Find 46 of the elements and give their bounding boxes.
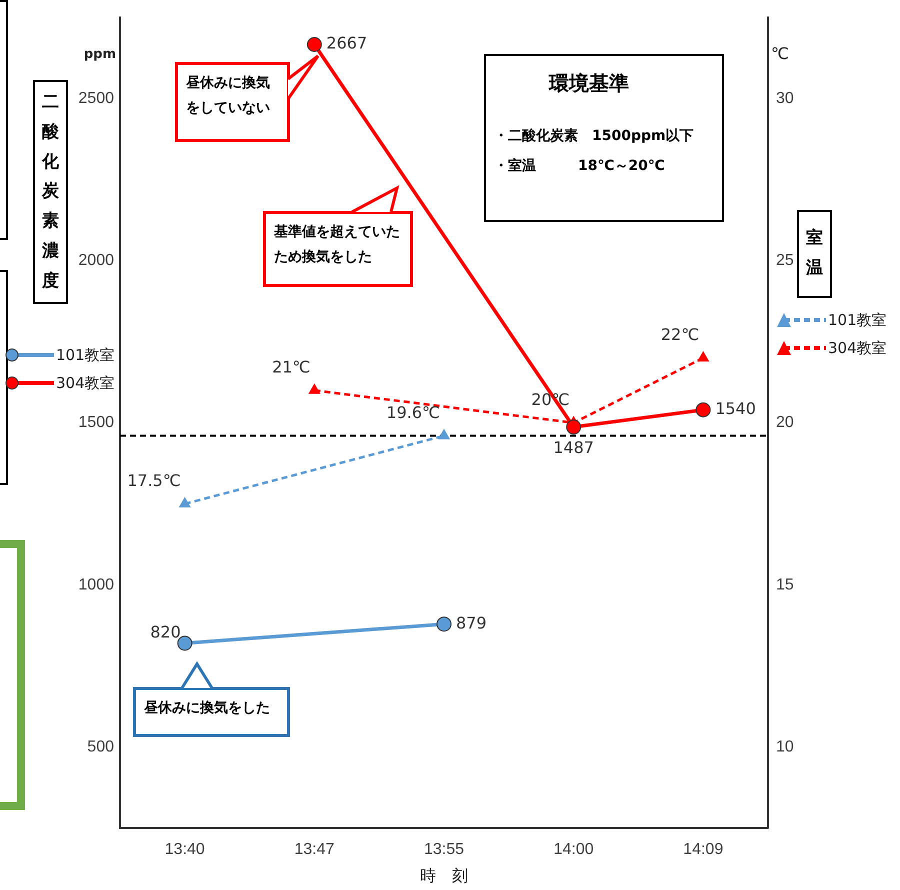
legend-label: 101教室: [828, 310, 887, 330]
legend-label: 101教室: [56, 346, 115, 364]
annotation: ・二酸化炭素 1500ppm以下: [494, 127, 695, 145]
point: [696, 402, 711, 418]
annotation: 昼休みに換気をした: [133, 687, 290, 737]
point: [308, 383, 320, 394]
annotation: 基準値を超えていたため換気をした: [263, 211, 413, 287]
data-label: 879: [456, 613, 487, 632]
y2-tick-label: 20: [776, 414, 794, 432]
y2-tick-label: 30: [776, 90, 794, 108]
y2-axis-title: 室温: [797, 210, 832, 298]
y-tick-label: 1000: [78, 576, 114, 594]
data-label: 17.5℃: [127, 470, 181, 490]
y-tick-label: 2000: [78, 252, 114, 270]
point: [566, 420, 582, 435]
text: ppm: [84, 47, 116, 62]
y-tick-label: 500: [87, 738, 114, 756]
point: [306, 37, 322, 52]
data-label: 1487: [553, 438, 594, 458]
y2-tick-label: 25: [776, 252, 794, 270]
y2-tick-label: 10: [776, 738, 794, 756]
y-tick-label: 2500: [78, 90, 114, 108]
x-tick-label: 14:09: [683, 841, 724, 858]
y-axis-title: 二酸化炭素濃度: [33, 80, 68, 304]
legend-label: 304教室: [56, 374, 115, 392]
x-tick-label: 13:40: [164, 841, 205, 858]
x-tick-label: 13:47: [294, 841, 335, 858]
point: [697, 350, 710, 362]
data-label: 1540: [715, 398, 756, 418]
text: ℃: [771, 44, 789, 63]
annotation: 昼休みに換気をしていない: [175, 62, 290, 142]
y2-tick-label: 15: [776, 576, 794, 594]
point: [436, 616, 452, 632]
annotation: ・室温 18℃～20℃: [494, 157, 666, 175]
info-box: 環境基準 ・二酸化炭素 1500ppm以下 ・室温 18℃～20℃: [484, 54, 724, 222]
x-tick-label: 13:55: [424, 841, 464, 858]
legend-label: 304教室: [828, 338, 887, 358]
data-label: 22℃: [660, 325, 700, 344]
x-axis-title: 時 刻: [420, 866, 468, 885]
annotation: 環境基準: [548, 70, 630, 97]
data-label: 19.6℃: [386, 402, 440, 422]
y-tick-label: 1500: [78, 414, 114, 432]
data-label: 820: [150, 622, 181, 642]
data-label: 2667: [326, 34, 368, 53]
data-label: 21℃: [272, 358, 310, 377]
x-tick-label: 14:00: [554, 841, 594, 858]
